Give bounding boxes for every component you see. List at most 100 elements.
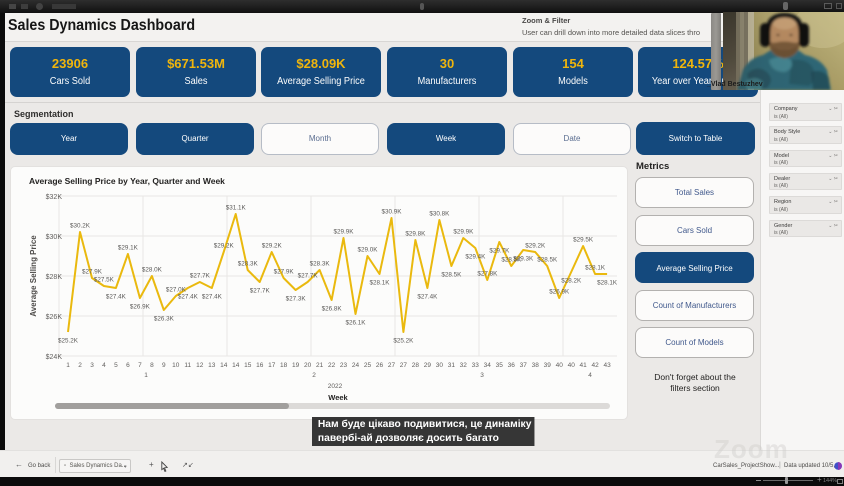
svg-text:$28.1K: $28.1K — [370, 280, 391, 287]
svg-text:$30K: $30K — [46, 234, 63, 241]
svg-text:10: 10 — [172, 362, 180, 369]
svg-text:$28.5K: $28.5K — [501, 257, 522, 264]
svg-text:$29.3K: $29.3K — [513, 256, 534, 263]
svg-text:43: 43 — [603, 362, 611, 369]
svg-text:17: 17 — [268, 362, 276, 369]
svg-text:33: 33 — [472, 362, 480, 369]
svg-text:16: 16 — [256, 362, 264, 369]
svg-text:$29.2K: $29.2K — [262, 243, 283, 250]
svg-text:$25.2K: $25.2K — [58, 338, 79, 345]
svg-text:41: 41 — [579, 362, 587, 369]
svg-text:$24K: $24K — [46, 354, 63, 361]
svg-text:37: 37 — [520, 362, 528, 369]
svg-text:2: 2 — [78, 362, 82, 369]
svg-text:$27.4K: $27.4K — [417, 294, 438, 301]
svg-text:$28.1K: $28.1K — [597, 280, 618, 287]
svg-text:32: 32 — [460, 362, 468, 369]
svg-text:3: 3 — [90, 362, 94, 369]
svg-text:19: 19 — [292, 362, 300, 369]
svg-text:$30.8K: $30.8K — [429, 211, 450, 218]
svg-text:25: 25 — [364, 362, 372, 369]
svg-text:Average Selling Price by Year,: Average Selling Price by Year, Quarter a… — [29, 176, 225, 186]
svg-text:$27.7K: $27.7K — [250, 288, 271, 295]
svg-text:$28.0K: $28.0K — [142, 267, 163, 274]
svg-text:$28.2K: $28.2K — [561, 278, 582, 285]
svg-text:$27.9K: $27.9K — [82, 269, 103, 276]
svg-text:36: 36 — [508, 362, 516, 369]
svg-text:27: 27 — [388, 362, 396, 369]
svg-text:7: 7 — [138, 362, 142, 369]
svg-text:$25.2K: $25.2K — [393, 338, 414, 345]
svg-text:$27.7K: $27.7K — [190, 273, 211, 280]
svg-text:22: 22 — [328, 362, 336, 369]
svg-text:$28.3K: $28.3K — [238, 261, 259, 268]
svg-text:$26.8K: $26.8K — [322, 306, 343, 313]
svg-text:26: 26 — [376, 362, 384, 369]
svg-text:13: 13 — [208, 362, 216, 369]
svg-text:8: 8 — [150, 362, 154, 369]
svg-text:12: 12 — [196, 362, 204, 369]
svg-text:14: 14 — [220, 362, 228, 369]
svg-text:$29.5K: $29.5K — [573, 237, 594, 244]
svg-text:1: 1 — [144, 372, 148, 379]
svg-text:27: 27 — [400, 362, 408, 369]
svg-text:20: 20 — [304, 362, 312, 369]
svg-text:14: 14 — [232, 362, 240, 369]
svg-text:$30.2K: $30.2K — [70, 223, 91, 230]
svg-text:$26.9K: $26.9K — [549, 289, 570, 296]
svg-text:5: 5 — [114, 362, 118, 369]
svg-text:$27.4K: $27.4K — [106, 294, 127, 301]
svg-text:4: 4 — [102, 362, 106, 369]
svg-text:$27.0K: $27.0K — [166, 287, 187, 294]
svg-text:34: 34 — [484, 362, 492, 369]
svg-text:$28.1K: $28.1K — [585, 265, 606, 272]
svg-text:29: 29 — [424, 362, 432, 369]
svg-text:42: 42 — [591, 362, 599, 369]
svg-text:35: 35 — [496, 362, 504, 369]
svg-text:18: 18 — [280, 362, 288, 369]
svg-text:$29.8K: $29.8K — [405, 231, 426, 238]
svg-text:$29.7K: $29.7K — [489, 248, 510, 255]
svg-text:$29.0K: $29.0K — [358, 247, 379, 254]
svg-text:$26.3K: $26.3K — [154, 316, 175, 323]
svg-text:$27.3K: $27.3K — [286, 296, 307, 303]
svg-text:$26.1K: $26.1K — [346, 320, 367, 327]
svg-text:2: 2 — [312, 372, 316, 379]
svg-text:$28.3K: $28.3K — [310, 261, 331, 268]
svg-text:3: 3 — [480, 372, 484, 379]
svg-text:9: 9 — [162, 362, 166, 369]
svg-text:2022: 2022 — [328, 383, 343, 390]
svg-text:$26K: $26K — [46, 314, 63, 321]
svg-text:$28K: $28K — [46, 274, 63, 281]
svg-text:23: 23 — [340, 362, 348, 369]
svg-text:39: 39 — [544, 362, 552, 369]
svg-text:40: 40 — [556, 362, 564, 369]
svg-text:$29.1K: $29.1K — [118, 245, 139, 252]
svg-text:1: 1 — [66, 362, 70, 369]
svg-text:6: 6 — [126, 362, 130, 369]
svg-text:$29.4K: $29.4K — [465, 254, 486, 261]
svg-text:$29.9K: $29.9K — [334, 229, 355, 236]
svg-text:4: 4 — [588, 372, 592, 379]
svg-text:40: 40 — [568, 362, 576, 369]
svg-text:24: 24 — [352, 362, 360, 369]
svg-text:31: 31 — [448, 362, 456, 369]
svg-text:Week: Week — [328, 393, 348, 402]
svg-text:$28.5K: $28.5K — [441, 272, 462, 279]
svg-text:38: 38 — [532, 362, 540, 369]
svg-text:15: 15 — [244, 362, 252, 369]
svg-text:Average Selling Price: Average Selling Price — [29, 235, 38, 317]
svg-text:28: 28 — [412, 362, 420, 369]
svg-text:$29.9K: $29.9K — [453, 229, 474, 236]
svg-text:$29.2K: $29.2K — [525, 243, 546, 250]
svg-text:11: 11 — [184, 362, 191, 369]
svg-text:$32K: $32K — [46, 194, 63, 201]
svg-text:$31.1K: $31.1K — [226, 205, 247, 212]
svg-text:$28.5K: $28.5K — [537, 257, 558, 264]
svg-text:$26.9K: $26.9K — [130, 304, 151, 311]
svg-text:30: 30 — [436, 362, 444, 369]
svg-text:$27.4K: $27.4K — [178, 294, 199, 301]
svg-text:$27.8K: $27.8K — [477, 271, 498, 278]
svg-text:$27.7K: $27.7K — [298, 273, 319, 280]
svg-text:$27.5K: $27.5K — [94, 277, 115, 284]
